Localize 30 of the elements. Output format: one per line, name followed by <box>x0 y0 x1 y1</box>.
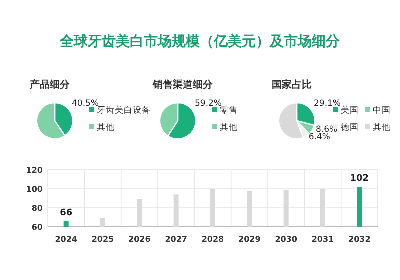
x-tick-label: 2025 <box>92 235 115 244</box>
y-tick-label: 60 <box>32 223 44 232</box>
text: 全球牙齿美白市场规模（亿美元）及市场细分 <box>59 33 341 50</box>
legend-label: 其他 <box>373 122 391 133</box>
legend-label: 其他 <box>220 122 238 133</box>
chart-subtitle: 国家占比 <box>272 79 312 91</box>
legend-label: 德国 <box>341 122 359 133</box>
x-tick-label: 2027 <box>165 235 188 244</box>
data-label: 66 <box>60 208 73 218</box>
legend-label: 美国 <box>341 105 359 116</box>
chart-subtitle: 销售渠道细分 <box>152 79 214 91</box>
x-tick-label: 2029 <box>238 235 262 244</box>
data-label: 40.5% <box>72 99 100 109</box>
data-label: 29.1% <box>314 99 342 109</box>
x-tick-label: 2030 <box>275 235 298 244</box>
x-tick-label: 2032 <box>348 235 371 244</box>
y-tick-label: 100 <box>26 185 44 194</box>
data-label: 6.4% <box>308 132 331 142</box>
legend-label: 零售 <box>220 105 238 116</box>
x-tick-label: 2026 <box>128 235 152 244</box>
chart-subtitle: 产品细分 <box>29 79 71 91</box>
x-tick-label: 2031 <box>312 235 335 244</box>
legend-label: 中国 <box>373 105 391 116</box>
x-tick-label: 2028 <box>202 235 225 244</box>
y-tick-label: 120 <box>26 166 44 175</box>
y-tick-label: 80 <box>32 204 44 213</box>
legend-label: 其他 <box>97 122 115 133</box>
data-label: 102 <box>350 174 370 184</box>
legend-label: 牙齿美白设备 <box>97 105 151 116</box>
x-tick-label: 2024 <box>55 235 78 244</box>
